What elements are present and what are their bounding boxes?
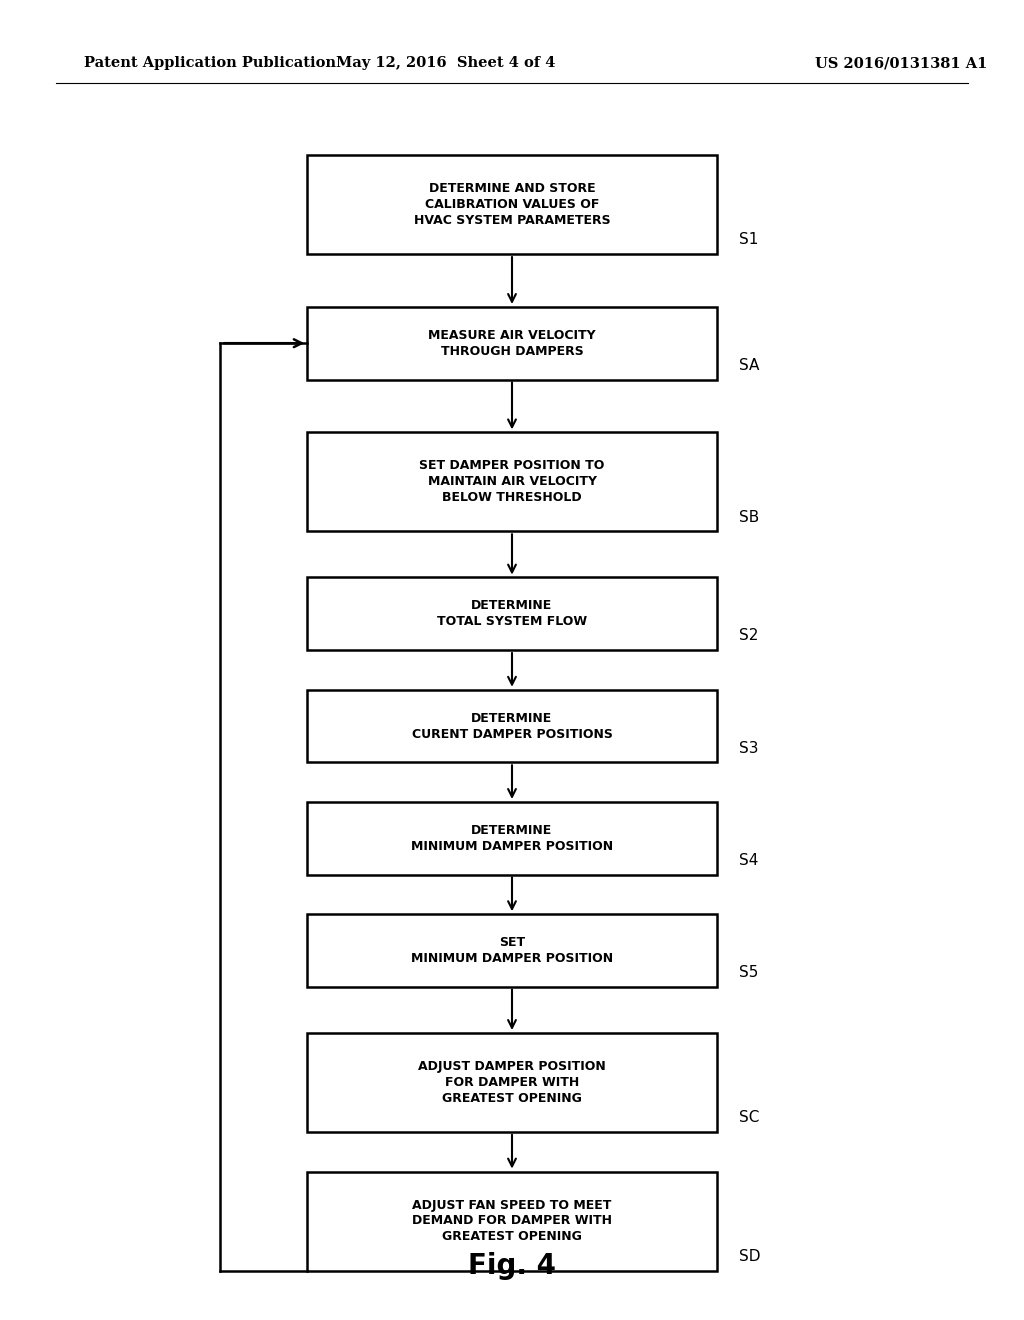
Text: Fig. 4: Fig. 4 (468, 1253, 556, 1280)
Text: SC: SC (739, 1110, 760, 1125)
Text: S2: S2 (739, 628, 759, 643)
Text: SA: SA (739, 358, 760, 372)
Bar (307, 577, 717, 649)
Text: S1: S1 (739, 232, 759, 248)
Text: SET DAMPER POSITION TO
MAINTAIN AIR VELOCITY
BELOW THRESHOLD: SET DAMPER POSITION TO MAINTAIN AIR VELO… (419, 459, 605, 504)
Text: DETERMINE
TOTAL SYSTEM FLOW: DETERMINE TOTAL SYSTEM FLOW (437, 599, 587, 628)
Bar (307, 803, 717, 875)
Text: DETERMINE AND STORE
CALIBRATION VALUES OF
HVAC SYSTEM PARAMETERS: DETERMINE AND STORE CALIBRATION VALUES O… (414, 182, 610, 227)
Bar (307, 154, 717, 253)
Bar (307, 1032, 717, 1133)
Text: SET
MINIMUM DAMPER POSITION: SET MINIMUM DAMPER POSITION (411, 936, 613, 965)
Text: S3: S3 (739, 741, 759, 755)
Text: May 12, 2016  Sheet 4 of 4: May 12, 2016 Sheet 4 of 4 (336, 57, 555, 70)
Text: Patent Application Publication: Patent Application Publication (84, 57, 336, 70)
Text: SD: SD (739, 1249, 761, 1265)
Bar (307, 913, 717, 987)
Text: S5: S5 (739, 965, 759, 979)
Text: S4: S4 (739, 853, 759, 869)
Text: ADJUST FAN SPEED TO MEET
DEMAND FOR DAMPER WITH
GREATEST OPENING: ADJUST FAN SPEED TO MEET DEMAND FOR DAMP… (412, 1199, 612, 1243)
Bar (307, 433, 717, 531)
Text: SB: SB (739, 510, 760, 524)
Text: DETERMINE
CURENT DAMPER POSITIONS: DETERMINE CURENT DAMPER POSITIONS (412, 711, 612, 741)
Text: ADJUST DAMPER POSITION
FOR DAMPER WITH
GREATEST OPENING: ADJUST DAMPER POSITION FOR DAMPER WITH G… (418, 1060, 606, 1105)
Bar (307, 689, 717, 763)
Text: DETERMINE
MINIMUM DAMPER POSITION: DETERMINE MINIMUM DAMPER POSITION (411, 824, 613, 853)
Bar (307, 1172, 717, 1270)
Bar (307, 306, 717, 380)
Text: US 2016/0131381 A1: US 2016/0131381 A1 (815, 57, 987, 70)
Text: MEASURE AIR VELOCITY
THROUGH DAMPERS: MEASURE AIR VELOCITY THROUGH DAMPERS (428, 329, 596, 358)
